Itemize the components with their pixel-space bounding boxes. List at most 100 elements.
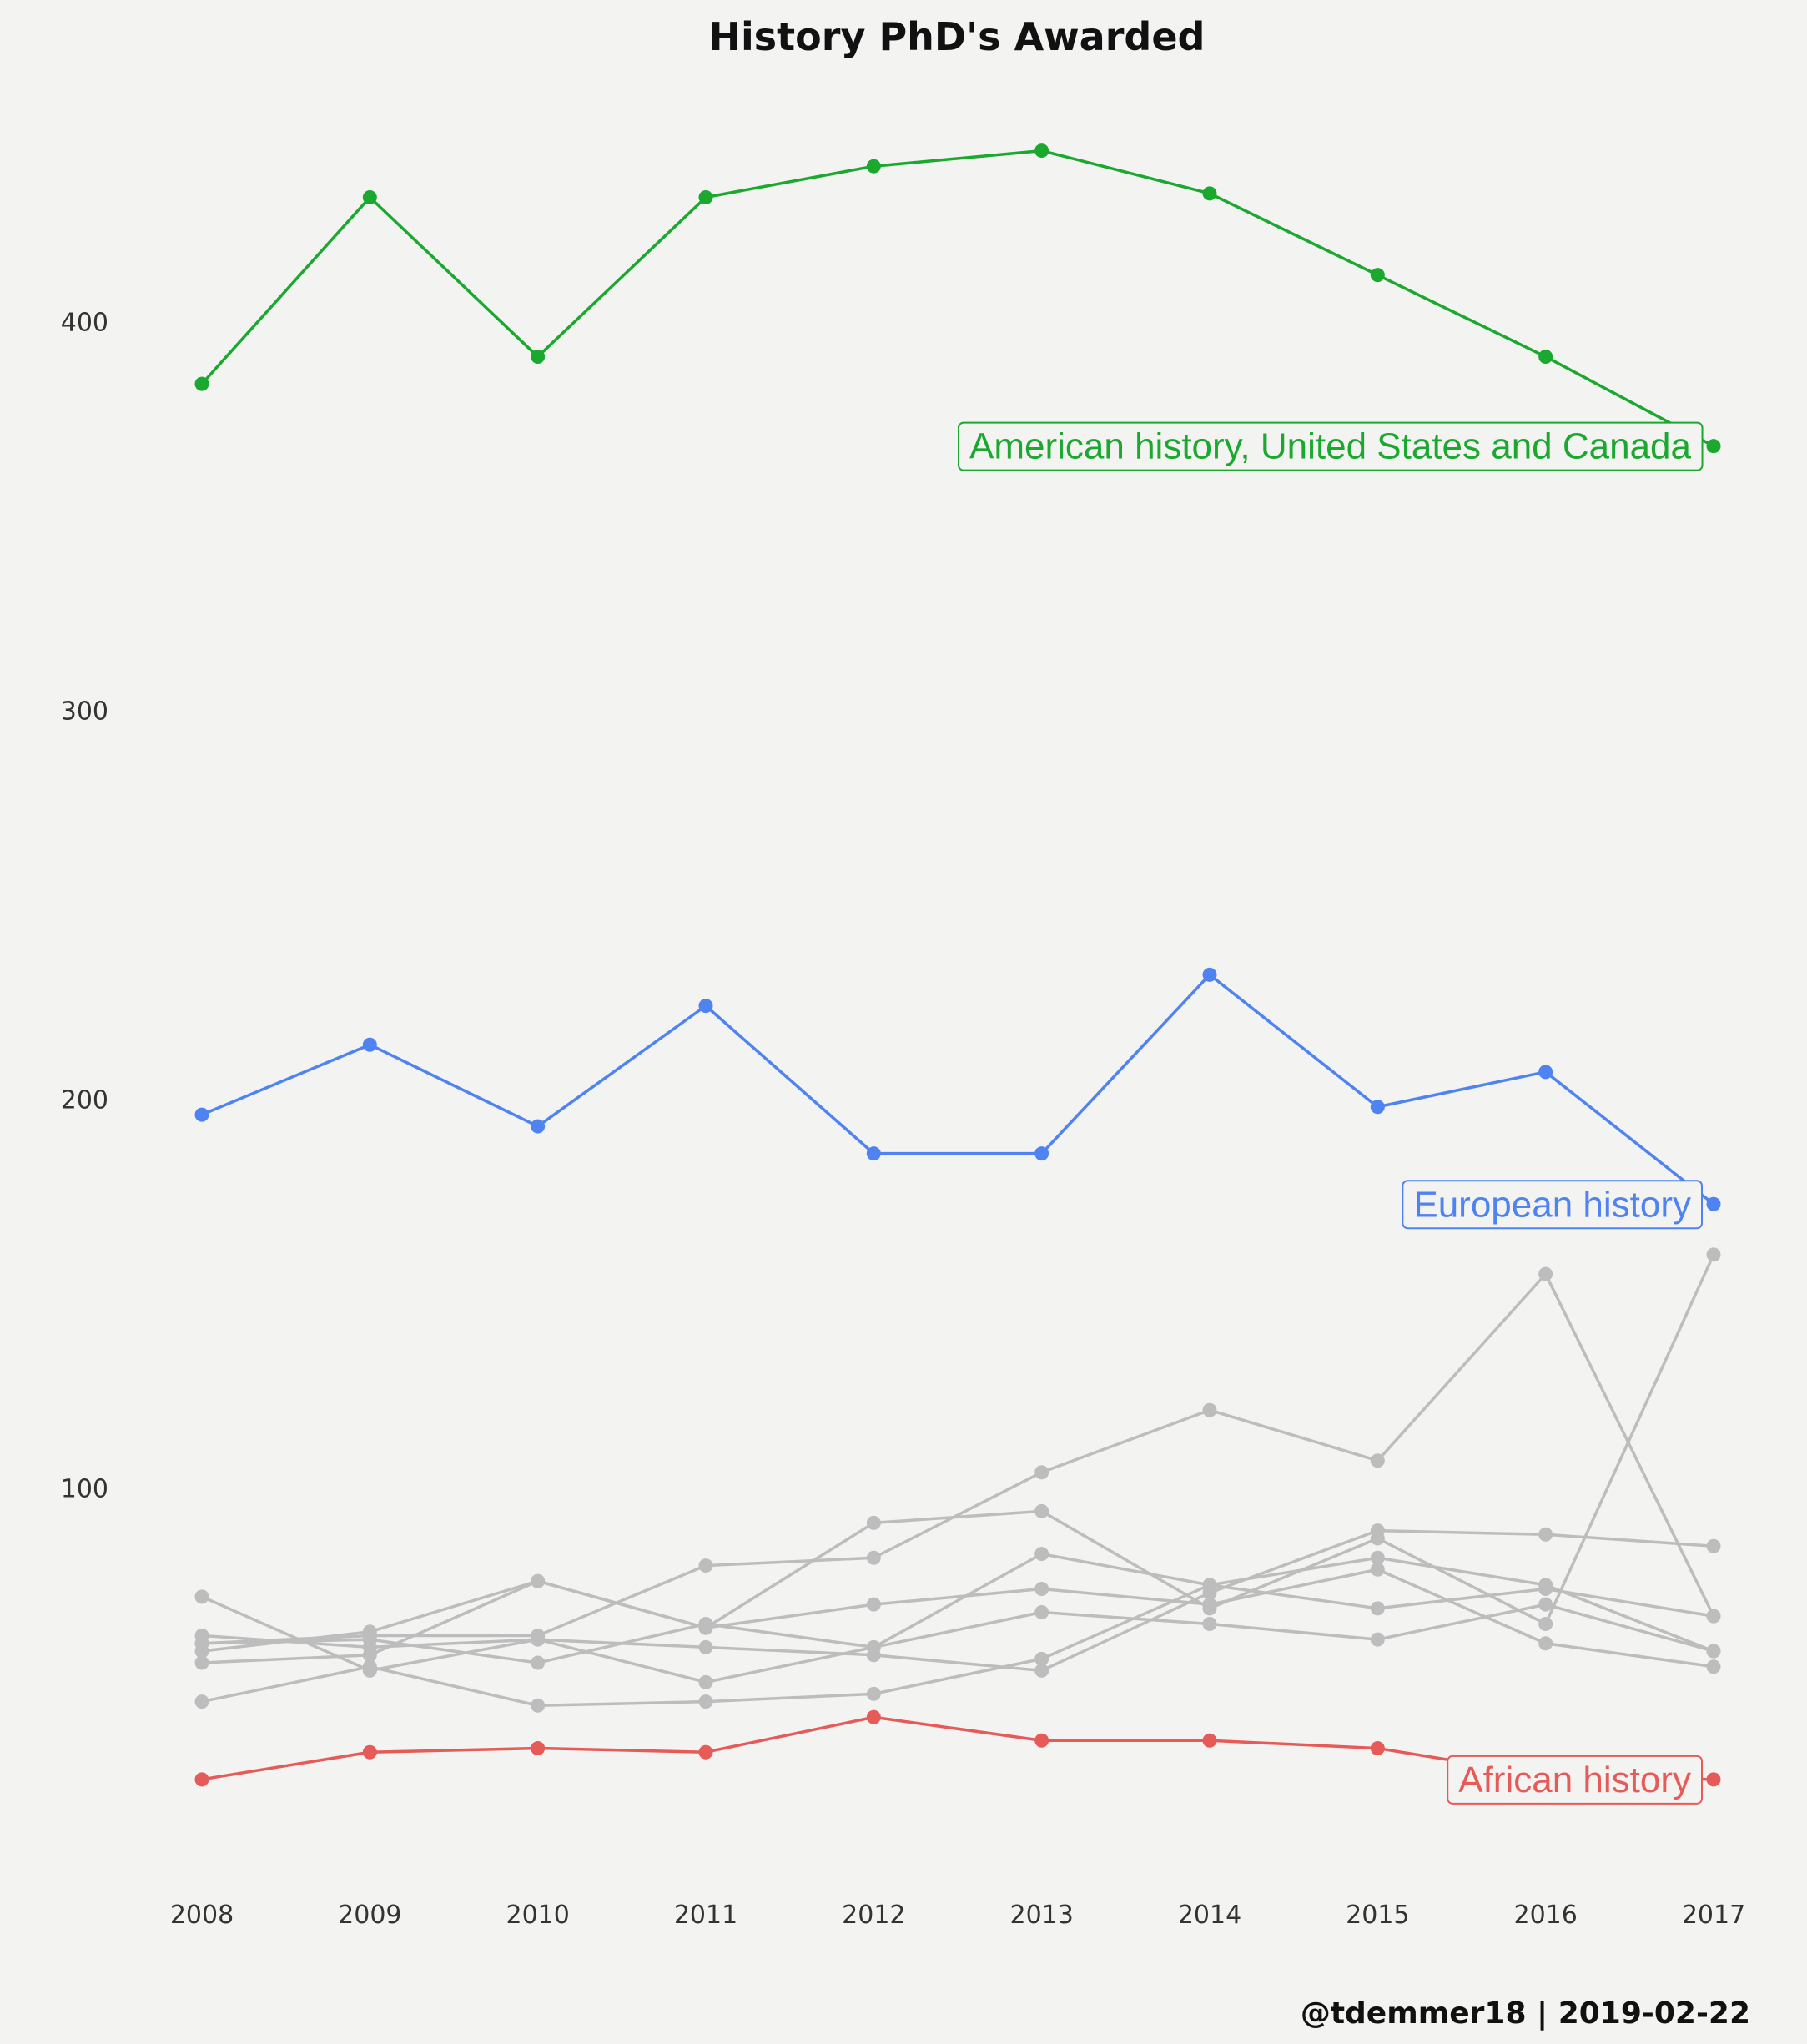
other-series-1: [194, 1266, 1721, 1651]
other-series-5-point: [531, 1632, 546, 1647]
other-series-7-point: [698, 1694, 713, 1709]
other-series-6-point: [1538, 1597, 1553, 1612]
other-series-1-line: [200, 1272, 1715, 1645]
other-series-5-line: [200, 1552, 1715, 1684]
european-series: [194, 967, 1721, 1211]
other-series-3-point: [1538, 1527, 1553, 1542]
other-series-4: [194, 1562, 1721, 1674]
other-series-6-point: [698, 1616, 713, 1631]
other-series-4-point: [194, 1655, 209, 1670]
european-series-point: [1202, 967, 1217, 982]
other-series-1-point: [698, 1558, 713, 1573]
x-tick-label: 2011: [674, 1901, 737, 1930]
european-series-point: [194, 1107, 209, 1122]
american-series-point: [1034, 143, 1049, 159]
african-series-point: [1034, 1733, 1049, 1748]
other-series-7-point: [194, 1694, 209, 1709]
other-series-7-point: [1706, 1644, 1721, 1659]
american-label-box: [958, 421, 1704, 471]
x-tick-label: 2016: [1513, 1901, 1577, 1930]
other-series-5: [194, 1547, 1721, 1689]
american-series-point: [1202, 186, 1217, 201]
other-series-6: [194, 1597, 1721, 1670]
other-series-1-point: [866, 1550, 881, 1565]
x-tick-label: 2017: [1682, 1901, 1745, 1930]
other-series-7-point: [362, 1659, 377, 1674]
other-series-4-point: [1034, 1582, 1049, 1597]
other-series-6-point: [531, 1655, 546, 1670]
european-series-point: [1538, 1065, 1553, 1080]
other-series-6-point: [1202, 1616, 1217, 1631]
other-series-7-point: [1202, 1578, 1217, 1593]
african-series-label: African history: [1447, 1755, 1703, 1805]
other-series-6-point: [362, 1632, 377, 1647]
european-series-point: [698, 999, 713, 1014]
x-tick-label: 2013: [1009, 1901, 1073, 1930]
x-axis-ticks: 2008 2009 2010 2011 2012 2013 2014 2015 2016 2017: [170, 1901, 1745, 1930]
other-series-1-point: [1202, 1402, 1217, 1417]
american-series-point: [1538, 350, 1553, 365]
other-series-5-point: [1370, 1601, 1385, 1616]
other-series-3-point: [1034, 1663, 1049, 1678]
other-series-4-point: [1706, 1659, 1721, 1674]
other-series-1-point: [1370, 1453, 1385, 1468]
other-series-7-point: [1538, 1578, 1553, 1593]
other-series-5-point: [1706, 1609, 1721, 1624]
american-series-line: [200, 149, 1715, 448]
other-series-4-point: [1202, 1597, 1217, 1612]
other-series-7-line: [200, 1556, 1715, 1708]
other-series-3-point: [1706, 1538, 1721, 1553]
european-label-box: [1402, 1180, 1703, 1230]
other-series-6-point: [1370, 1632, 1385, 1647]
european-label-text: European history: [1413, 1184, 1691, 1225]
european-series-point: [362, 1037, 377, 1052]
european-series-point: [866, 1146, 881, 1161]
other-series-4-line: [200, 1568, 1715, 1669]
other-series-4-point: [362, 1648, 377, 1663]
other-series-1-point: [1538, 1266, 1553, 1281]
african-series-point: [1706, 1772, 1721, 1787]
african-series-point: [1202, 1733, 1217, 1748]
x-tick-label: 2010: [506, 1901, 569, 1930]
y-tick-label: 400: [61, 309, 108, 338]
african-label-text: African history: [1458, 1760, 1691, 1800]
x-tick-label: 2008: [170, 1901, 234, 1930]
european-series-label: European history: [1402, 1180, 1703, 1230]
other-series-3-point: [1370, 1523, 1385, 1538]
x-tick-label: 2014: [1178, 1901, 1241, 1930]
european-series-point: [1034, 1146, 1049, 1161]
other-series-6-point: [866, 1639, 881, 1654]
american-series-point: [1370, 268, 1385, 283]
other-series-5-point: [698, 1674, 713, 1689]
african-series-point: [194, 1772, 209, 1787]
african-series-point: [531, 1741, 546, 1756]
y-axis-ticks: 100 200 300 400: [61, 309, 108, 1504]
chart-title: History PhD's Awarded: [709, 14, 1206, 59]
american-series-point: [362, 189, 377, 204]
other-series-3-point: [698, 1639, 713, 1654]
european-series-point: [531, 1119, 546, 1134]
other-series-2-point: [1034, 1503, 1049, 1518]
y-tick-label: 100: [61, 1474, 108, 1503]
y-tick-label: 200: [61, 1085, 108, 1115]
other-series-4-point: [866, 1597, 881, 1612]
other-series-4-point: [531, 1573, 546, 1588]
other-series-3-line: [200, 1528, 1715, 1673]
american-series-point: [531, 350, 546, 365]
american-series-point: [194, 376, 209, 391]
other-series-7-point: [1034, 1651, 1049, 1666]
other-series-4-point: [1538, 1636, 1553, 1651]
european-series-point: [1706, 1196, 1721, 1211]
other-series-6-line: [200, 1603, 1715, 1664]
other-series-4-point: [1370, 1562, 1385, 1577]
other-series-2-point: [1538, 1616, 1553, 1631]
european-series-line: [200, 973, 1715, 1206]
other-series-2-point: [1706, 1247, 1721, 1262]
other-series-6-point: [194, 1636, 209, 1651]
chart-caption: @tdemmer18 | 2019-02-22: [1301, 1996, 1750, 2031]
american-series-point: [866, 159, 881, 174]
other-series-7-point: [1370, 1550, 1385, 1565]
other-series-2-line: [200, 1253, 1715, 1653]
other-series-1-point: [1034, 1465, 1049, 1480]
